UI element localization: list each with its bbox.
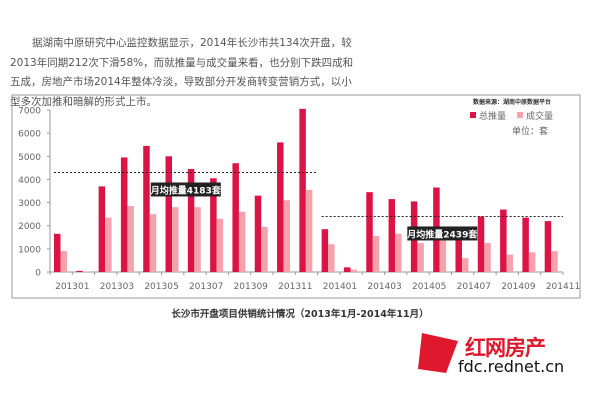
bar-deal	[484, 243, 491, 272]
bar-total	[165, 156, 173, 272]
bar-deal	[261, 226, 268, 272]
bar-deal	[127, 206, 134, 272]
bar-total	[254, 195, 262, 272]
average-label: 月均推量2439套	[406, 228, 478, 240]
bar-deal	[328, 244, 335, 272]
bar-total	[500, 209, 507, 272]
bar-total	[299, 108, 306, 272]
legend-label: 成交量	[526, 110, 553, 122]
chart-frame	[11, 94, 581, 299]
legend-swatch	[470, 112, 476, 118]
legend-label: 总推量	[479, 110, 506, 122]
bar-deal	[395, 233, 402, 272]
x-tick-label: 201401	[323, 282, 357, 292]
bar-deal	[439, 233, 447, 272]
average-label-box	[150, 182, 221, 197]
bar-deal	[172, 207, 179, 272]
bar-total	[210, 178, 217, 272]
bar-deal	[216, 218, 224, 272]
bar-total	[232, 163, 239, 272]
unit-label: 单位：套	[512, 125, 548, 137]
x-tick-label: 201407	[457, 282, 491, 292]
bar-total	[455, 236, 462, 272]
x-tick-label: 201305	[144, 282, 178, 292]
chart-caption: 长沙市开盘项目供销统计情况（2013年1月-2014年11月）	[171, 309, 429, 320]
y-tick-label: 6000	[18, 130, 41, 140]
bar-total	[143, 145, 150, 272]
bar-total	[54, 233, 61, 272]
y-tick-label: 4000	[18, 176, 41, 186]
x-tick-label: 201403	[367, 282, 401, 292]
x-tick-label: 201309	[234, 282, 269, 292]
bar-deal	[551, 251, 558, 272]
bar-deal	[506, 254, 514, 272]
y-tick-label: 3000	[18, 199, 41, 209]
bar-total	[277, 142, 284, 272]
y-tick-label: 7000	[18, 107, 41, 117]
bar-deal	[372, 236, 380, 272]
bar-deal	[149, 214, 157, 272]
x-tick-label: 201405	[412, 282, 446, 292]
bar-total	[321, 229, 329, 272]
bar-deal	[238, 211, 246, 272]
bar-deal	[194, 207, 201, 272]
intro-paragraph: 据湖南中原研究中心监控数据显示，2014年长沙市共134次开盘，较2013年同期…	[10, 37, 354, 108]
bar-deal	[528, 252, 536, 272]
bar-total	[343, 267, 351, 272]
legend-swatch	[517, 112, 523, 118]
bar-deal	[417, 243, 424, 272]
bar-total	[98, 186, 106, 272]
bar-deal	[461, 258, 469, 272]
y-tick-label: 0	[35, 269, 41, 279]
y-tick-label: 1000	[18, 245, 41, 255]
logo-mark-icon	[418, 333, 458, 373]
y-tick-label: 2000	[18, 222, 41, 232]
bar-deal	[305, 189, 313, 272]
x-tick-label: 201301	[55, 282, 89, 292]
x-tick-label: 201409	[501, 282, 536, 292]
logo-url: fdc.rednet.cn	[458, 357, 565, 376]
x-tick-label: 201307	[189, 282, 223, 292]
x-tick-label: 201411	[546, 282, 580, 292]
bar-deal	[105, 217, 112, 272]
bar-deal	[283, 200, 291, 272]
bar-deal	[350, 269, 357, 272]
bar-total	[544, 221, 552, 272]
x-tick-label: 201311	[278, 282, 312, 292]
average-label: 月均推量4183套	[150, 184, 222, 196]
bar-total	[187, 169, 195, 272]
bar-total	[477, 216, 485, 272]
bar-total	[522, 217, 529, 272]
y-tick-label: 5000	[18, 153, 41, 163]
data-source: 数据来源：湖南中原数据平台	[473, 98, 551, 106]
logo-name: 红网房产	[465, 336, 546, 360]
bar-deal	[60, 251, 67, 272]
average-label-box	[407, 226, 478, 241]
x-tick-label: 201303	[100, 282, 134, 292]
bar-total	[388, 199, 396, 272]
bar-total	[76, 270, 83, 272]
bar-total	[120, 157, 128, 272]
bar-total	[366, 192, 373, 272]
rednet-logo: 红网房产 fdc.rednet.cn	[418, 330, 578, 380]
